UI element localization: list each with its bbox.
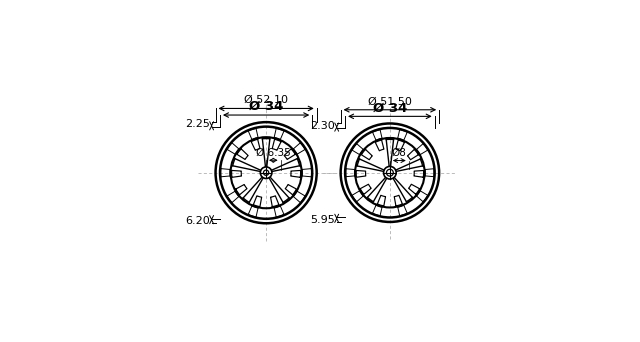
Text: Ø 52.10: Ø 52.10 <box>244 95 288 105</box>
Text: Ø 34: Ø 34 <box>372 101 407 114</box>
Text: Ø8: Ø8 <box>392 148 407 158</box>
Text: 6.20: 6.20 <box>185 216 210 226</box>
Text: 2.25: 2.25 <box>185 119 210 129</box>
Text: Ø 6.35: Ø 6.35 <box>256 148 291 158</box>
Text: 5.95: 5.95 <box>310 215 335 225</box>
Text: 2.30: 2.30 <box>310 121 335 131</box>
Text: Ø 51.50: Ø 51.50 <box>368 96 412 107</box>
Text: Ø 34: Ø 34 <box>249 100 284 113</box>
